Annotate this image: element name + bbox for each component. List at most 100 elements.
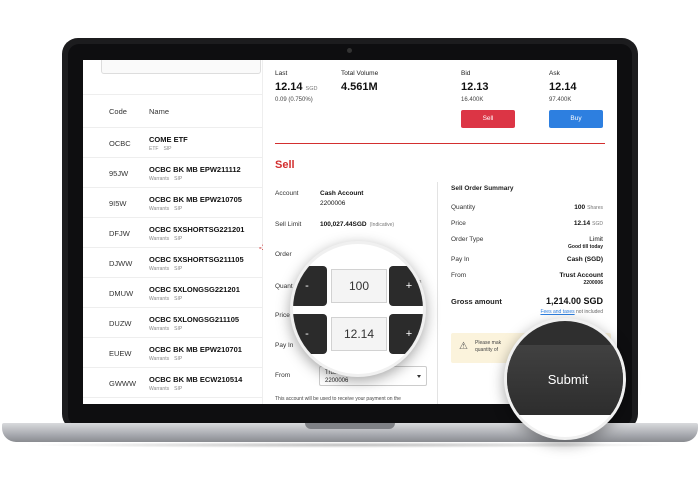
summary-order-type-value: Limit xyxy=(589,236,603,243)
last-unit: SGD xyxy=(305,86,318,92)
list-item[interactable]: 95JW OCBC BK MB EPW211112 Warrants SIP xyxy=(83,158,263,188)
quantity-increment-button[interactable]: + xyxy=(389,266,423,306)
section-divider xyxy=(275,143,605,144)
item-name: OCBC 5XLONGSG221201 xyxy=(149,285,240,294)
sell-limit-value: 100,027.44SGD (Indicative) xyxy=(320,221,395,228)
item-tag: Warrants xyxy=(149,236,170,242)
price-change-fragment: -1 xyxy=(259,243,266,252)
item-code: DUZW xyxy=(109,319,132,328)
indicative-note: (Indicative) xyxy=(369,222,395,228)
fees-note: Fees and taxes not included xyxy=(540,309,603,315)
item-name: OCBC BK MB EPW210701 xyxy=(149,345,242,354)
last-price: 12.14 SGD xyxy=(275,81,318,93)
summary-order-type-label: Order Type xyxy=(451,236,484,243)
item-tag: SIP xyxy=(174,356,183,362)
column-header-name: Name xyxy=(149,107,170,116)
item-name: COME ETF xyxy=(149,135,188,144)
item-tag: SIP xyxy=(163,146,172,152)
item-tags: Warrants SIP xyxy=(149,206,187,212)
list-header: Code Name xyxy=(83,94,263,128)
item-tags: Warrants SIP xyxy=(149,386,187,392)
stepper-magnifier: - 100 + - 12.14 + xyxy=(290,241,426,377)
item-tag: Warrants xyxy=(149,176,170,182)
column-header-code: Code xyxy=(109,107,127,116)
laptop-base xyxy=(2,423,698,442)
sell-limit-label: Sell Limit xyxy=(275,221,302,228)
gross-amount-label: Gross amount xyxy=(451,297,502,306)
list-item[interactable]: GWWW OCBC BK MB ECW210514 Warrants SIP xyxy=(83,368,263,398)
item-tag: SIP xyxy=(174,386,183,392)
price-stepper[interactable]: 12.14 xyxy=(331,317,387,351)
item-code: GWWW xyxy=(109,379,137,388)
item-code: DMUW xyxy=(109,289,134,298)
pay-in-label: Pay In xyxy=(275,342,294,349)
item-tags: Warrants SIP xyxy=(149,266,187,272)
list-item[interactable]: EUEW OCBC BK MB EPW210701 Warrants SIP xyxy=(83,338,263,368)
ask-price: 12.14 xyxy=(549,81,577,93)
summary-quantity-label: Quantity xyxy=(451,204,476,211)
instrument-list: Code Name OCBC COME ETF ETF SIP 95JW OCBC BK … xyxy=(83,60,263,404)
item-tag: Warrants xyxy=(149,326,170,332)
quantity-label: Quant xyxy=(275,283,293,290)
ask-label: Ask xyxy=(549,70,560,77)
item-tags: ETF SIP xyxy=(149,146,177,152)
sell-button[interactable]: Sell xyxy=(461,110,515,128)
item-tags: Warrants SIP xyxy=(149,296,187,302)
item-tag: SIP xyxy=(174,206,183,212)
list-item[interactable]: DMUW OCBC 5XLONGSG221201 Warrants SIP xyxy=(83,278,263,308)
laptop-notch xyxy=(305,423,395,429)
account-label: Account xyxy=(275,190,299,197)
submit-button[interactable]: Submit xyxy=(507,345,623,415)
summary-price-label: Price xyxy=(451,220,466,227)
item-tag: SIP xyxy=(174,266,183,272)
from-label: From xyxy=(275,372,291,379)
volume-value: 4.561M xyxy=(341,81,378,93)
order-label: Order xyxy=(275,251,292,258)
item-code: OCBC xyxy=(109,139,131,148)
item-tag: SIP xyxy=(174,176,183,182)
camera-icon xyxy=(347,48,352,53)
item-code: DJWW xyxy=(109,259,133,268)
list-item[interactable]: DJWW OCBC 5XSHORTSG211105 Warrants SIP xyxy=(83,248,263,278)
item-tag: Warrants xyxy=(149,356,170,362)
item-tags: Warrants SIP xyxy=(149,176,187,182)
price-change: 0.09 (0.750%) xyxy=(275,97,313,103)
list-item[interactable]: DUZW OCBC 5XLONGSG211105 Warrants SIP xyxy=(83,308,263,338)
item-tags: Warrants SIP xyxy=(149,236,187,242)
fees-link[interactable]: Fees and taxes xyxy=(540,309,575,315)
item-code: DFJW xyxy=(109,229,130,238)
item-tag: ETF xyxy=(149,146,159,152)
item-tag: Warrants xyxy=(149,386,170,392)
bid-price: 12.13 xyxy=(461,81,489,93)
search-input[interactable] xyxy=(101,60,261,74)
list-item[interactable]: OCBC COME ETF ETF SIP xyxy=(83,128,263,158)
list-item[interactable]: 9I5W OCBC BK MB EPW210705 Warrants SIP xyxy=(83,188,263,218)
item-name: OCBC BK MB EPW211112 xyxy=(149,165,241,174)
warning-icon: ⚠ xyxy=(459,341,468,352)
quantity-stepper[interactable]: 100 xyxy=(331,269,387,303)
item-tags: Warrants SIP xyxy=(149,326,187,332)
last-label: Last xyxy=(275,70,288,77)
from-account-number: 2200006 xyxy=(325,378,349,384)
item-tag: Warrants xyxy=(149,296,170,302)
warning-text-line1: Please mak xyxy=(475,340,502,346)
item-name: OCBC BK MB EPW210705 xyxy=(149,195,242,204)
item-name: OCBC 5XLONGSG211105 xyxy=(149,315,240,324)
quantity-decrement-button[interactable]: - xyxy=(293,266,327,306)
item-name: OCBC BK MB ECW210514 xyxy=(149,375,243,384)
price-decrement-button[interactable]: - xyxy=(293,314,327,354)
item-tag: SIP xyxy=(174,296,183,302)
volume-label: Total Volume xyxy=(341,70,379,77)
summary-from-label: From xyxy=(451,272,467,279)
account-value[interactable]: Cash Account xyxy=(320,190,364,197)
buy-button[interactable]: Buy xyxy=(549,110,603,128)
item-tag: Warrants xyxy=(149,266,170,272)
warning-text-line2: quantity of xyxy=(475,347,499,353)
chevron-down-icon xyxy=(417,375,421,378)
list-item[interactable]: DFJW OCBC 5XSHORTSG221201 Warrants SIP xyxy=(83,218,263,248)
laptop-shadow xyxy=(20,442,680,448)
submit-magnifier: Submit xyxy=(504,318,626,440)
price-increment-button[interactable]: + xyxy=(389,314,423,354)
item-tag: SIP xyxy=(174,326,183,332)
